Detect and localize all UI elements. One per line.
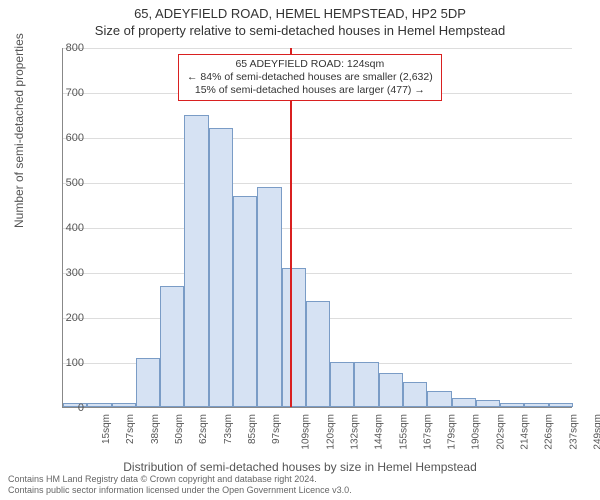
ytick-label: 500 <box>44 177 84 189</box>
histogram-bar <box>330 362 354 407</box>
footer-line1: Contains HM Land Registry data © Crown c… <box>8 474 352 485</box>
histogram-bar <box>379 373 403 407</box>
ytick-label: 300 <box>44 267 84 279</box>
xtick-label: 214sqm <box>520 414 531 450</box>
histogram-bar <box>282 268 306 408</box>
xtick-label: 38sqm <box>150 414 161 444</box>
ytick-label: 700 <box>44 87 84 99</box>
gridline <box>63 48 572 49</box>
xtick-label: 226sqm <box>544 414 555 450</box>
xtick-label: 120sqm <box>325 414 336 450</box>
ytick-label: 400 <box>44 222 84 234</box>
ytick-label: 600 <box>44 132 84 144</box>
xtick-label: 109sqm <box>301 414 312 450</box>
histogram-bar <box>112 403 136 407</box>
gridline <box>63 183 572 184</box>
histogram-bar <box>354 362 378 407</box>
xtick-label: 237sqm <box>568 414 579 450</box>
xtick-label: 179sqm <box>447 414 458 450</box>
xtick-label: 15sqm <box>101 414 112 444</box>
ytick-label: 0 <box>44 402 84 414</box>
chart-title-block: 65, ADEYFIELD ROAD, HEMEL HEMPSTEAD, HP2… <box>0 0 600 38</box>
histogram-bar <box>549 403 573 408</box>
gridline <box>63 228 572 229</box>
gridline <box>63 138 572 139</box>
footer-attribution: Contains HM Land Registry data © Crown c… <box>8 474 352 496</box>
histogram-bar <box>524 403 548 408</box>
reference-line <box>290 48 292 407</box>
histogram-bar <box>257 187 281 408</box>
gridline <box>63 273 572 274</box>
ytick-label: 200 <box>44 312 84 324</box>
histogram-bar <box>306 301 330 407</box>
xtick-label: 190sqm <box>471 414 482 450</box>
xtick-label: 27sqm <box>125 414 136 444</box>
histogram-bar <box>87 403 111 408</box>
title-line2: Size of property relative to semi-detach… <box>0 23 600 38</box>
xtick-label: 132sqm <box>350 414 361 450</box>
annotation-line2: ← 84% of semi-detached houses are smalle… <box>187 71 433 84</box>
histogram-bar <box>427 391 451 407</box>
histogram-bar <box>209 128 233 407</box>
histogram-bar <box>476 400 500 407</box>
histogram-bar <box>403 382 427 407</box>
xtick-label: 155sqm <box>398 414 409 450</box>
xtick-label: 85sqm <box>247 414 258 444</box>
annotation-line1: 65 ADEYFIELD ROAD: 124sqm <box>187 58 433 71</box>
x-axis-label: Distribution of semi-detached houses by … <box>0 460 600 474</box>
histogram-bar <box>452 398 476 407</box>
xtick-label: 167sqm <box>422 414 433 450</box>
chart-area: 65 ADEYFIELD ROAD: 124sqm← 84% of semi-d… <box>62 48 572 408</box>
ytick-label: 800 <box>44 42 84 54</box>
histogram-bar <box>136 358 160 408</box>
xtick-label: 144sqm <box>374 414 385 450</box>
y-axis-label: Number of semi-detached properties <box>12 33 26 228</box>
footer-line2: Contains public sector information licen… <box>8 485 352 496</box>
xtick-label: 50sqm <box>174 414 185 444</box>
histogram-bar <box>184 115 208 408</box>
xtick-label: 73sqm <box>223 414 234 444</box>
histogram-bar <box>233 196 257 408</box>
plot-region: 65 ADEYFIELD ROAD: 124sqm← 84% of semi-d… <box>62 48 572 408</box>
xtick-label: 249sqm <box>592 414 600 450</box>
annotation-box: 65 ADEYFIELD ROAD: 124sqm← 84% of semi-d… <box>178 54 442 101</box>
xtick-label: 202sqm <box>495 414 506 450</box>
histogram-bar <box>160 286 184 408</box>
histogram-bar <box>500 403 524 408</box>
annotation-line3: 15% of semi-detached houses are larger (… <box>187 84 433 97</box>
xtick-label: 62sqm <box>198 414 209 444</box>
title-line1: 65, ADEYFIELD ROAD, HEMEL HEMPSTEAD, HP2… <box>0 6 600 21</box>
xtick-label: 97sqm <box>271 414 282 444</box>
ytick-label: 100 <box>44 357 84 369</box>
